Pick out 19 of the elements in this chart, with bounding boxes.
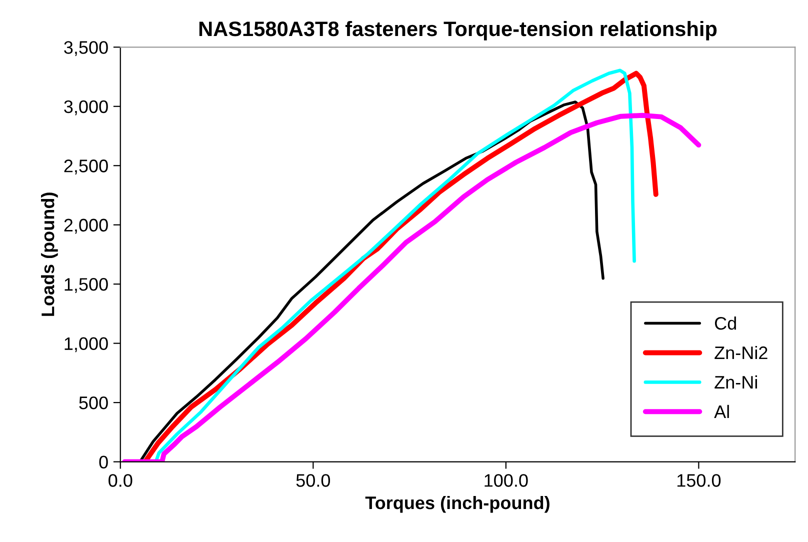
- y-tick-label: 500: [79, 396, 108, 410]
- y-tick-label: 1,000: [64, 337, 108, 352]
- x-tick-label: 0.0: [108, 474, 132, 487]
- x-tick-label: 150.0: [677, 474, 721, 487]
- y-axis-title: Loads (pound): [41, 192, 58, 316]
- y-tick-label: 2,500: [64, 160, 108, 174]
- x-tick-label: 50.0: [296, 474, 330, 487]
- legend-label: Al: [714, 404, 729, 418]
- legend-label: Zn-Ni: [714, 375, 757, 389]
- y-tick-label: 3,500: [64, 41, 108, 56]
- y-tick-label: 0: [99, 456, 108, 469]
- y-tick-label: 1,500: [64, 278, 108, 293]
- y-tick-label: 3,000: [64, 100, 108, 116]
- x-axis-title: Torques (inch-pound): [365, 496, 550, 513]
- y-tick-label: 2,000: [64, 218, 108, 234]
- legend-label: Zn-Ni2: [714, 346, 768, 360]
- legend-label: Cd: [714, 316, 736, 330]
- chart-title: NAS1580A3T8 fasteners Torque-tension relationship: [199, 20, 717, 40]
- x-tick-label: 100.0: [484, 474, 528, 487]
